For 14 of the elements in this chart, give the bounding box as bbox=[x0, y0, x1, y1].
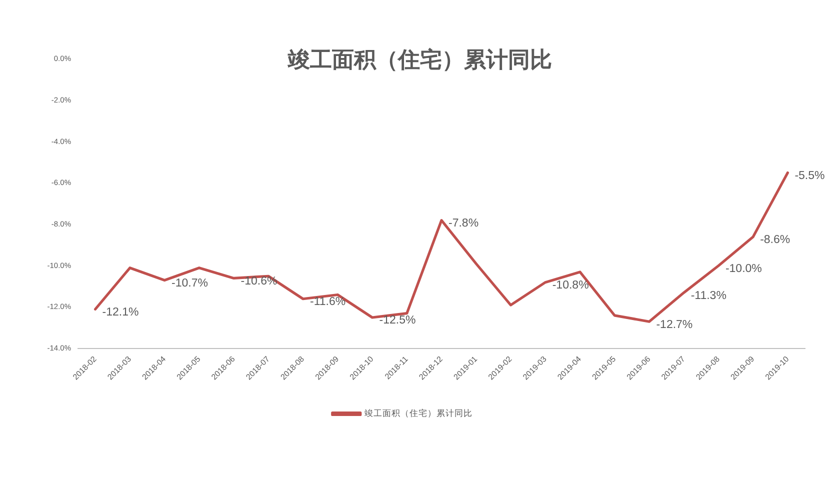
legend-label: 竣工面积（住宅）累计同比 bbox=[364, 408, 473, 418]
data-label: -8.6% bbox=[760, 234, 790, 246]
chart-title: 竣工面积（住宅）累计同比 bbox=[288, 47, 552, 72]
data-label: -10.6% bbox=[240, 275, 278, 288]
data-label: -5.5% bbox=[794, 170, 825, 182]
data-label: -7.8% bbox=[448, 217, 479, 230]
data-label: -11.3% bbox=[690, 290, 726, 302]
data-label: -10.7% bbox=[172, 277, 208, 290]
data-label: -12.7% bbox=[656, 318, 693, 331]
data-label: -10.0% bbox=[725, 262, 762, 275]
data-label: -12.5% bbox=[379, 314, 416, 327]
data-label: -12.1% bbox=[102, 306, 139, 318]
data-label: -11.6% bbox=[310, 296, 346, 308]
data-label: -10.8% bbox=[552, 280, 589, 292]
